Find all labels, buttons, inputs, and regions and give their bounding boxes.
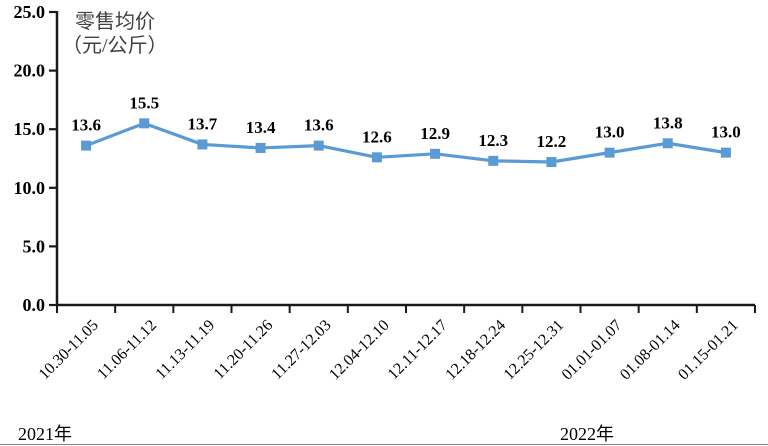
series-line [85, 121, 727, 164]
series-marker [313, 140, 324, 151]
x-tick-label: 12.11-12.17 [385, 317, 451, 383]
price-series [85, 121, 727, 164]
x-tick-label: 11.13-11.19 [152, 317, 218, 383]
x-axis-labels: 10.30-11.0511.06-11.1211.13-11.1911.20-1… [36, 317, 742, 384]
y-tick-label: 15.0 [14, 119, 46, 139]
data-labels: 13.6 15.5 13.7 13.4 13.6 12.6 12.9 12.3 12.2 13.0… [71, 93, 741, 151]
data-label: 13.7 [188, 114, 218, 133]
x-tick-label: 10.30-11.05 [36, 317, 102, 383]
data-label: 12.2 [537, 132, 567, 151]
x-tick-label: 01.08-01.14 [617, 317, 684, 384]
data-label: 13.0 [711, 123, 741, 142]
price-series-markers [81, 118, 731, 168]
series-marker [604, 147, 615, 158]
x-axis [56, 305, 756, 313]
chart-title-line1: 零售均价 [75, 10, 155, 33]
series-marker [255, 142, 266, 153]
data-label: 13.0 [595, 123, 625, 142]
data-label: 13.6 [304, 116, 334, 135]
data-label: 12.6 [362, 127, 392, 146]
series-marker [81, 140, 92, 151]
data-label: 13.4 [246, 118, 276, 137]
series-marker [662, 138, 673, 149]
series-marker [488, 155, 499, 166]
series-marker [720, 147, 731, 158]
y-tick-label: 0.0 [23, 295, 46, 315]
series-marker [139, 118, 150, 129]
y-tick-label: 5.0 [23, 236, 46, 256]
x-tick-label: 11.06-11.12 [94, 317, 160, 383]
data-label: 13.8 [653, 113, 683, 132]
x-tick-label: 12.18-12.24 [442, 317, 509, 384]
chart-title-line2: （元/公斤） [62, 34, 168, 57]
series-marker [197, 139, 208, 150]
x-tick-label: 11.20-11.26 [211, 317, 277, 383]
data-label: 12.3 [478, 131, 508, 150]
y-tick-label: 10.0 [14, 178, 46, 198]
x-tick-label: 12.25-12.31 [501, 317, 568, 384]
y-tick-label: 20.0 [14, 61, 46, 81]
data-label: 13.6 [71, 116, 101, 135]
y-axis: 0.0 5.0 10.0 15.0 20.0 25.0 [14, 2, 57, 315]
data-label: 15.5 [129, 93, 159, 112]
year-label-2022: 2022年 [560, 424, 614, 444]
x-tick-label: 01.15-01.21 [675, 317, 742, 384]
data-label: 12.9 [420, 124, 450, 143]
x-tick-label: 12.04-12.10 [326, 317, 393, 384]
series-marker [371, 152, 382, 163]
year-label-2021: 2021年 [18, 424, 72, 444]
series-marker [546, 157, 557, 168]
y-tick-label: 25.0 [14, 2, 46, 22]
series-marker [430, 148, 441, 159]
x-tick-label: 01.01-01.07 [559, 317, 626, 384]
x-tick-label: 11.27-12.03 [268, 317, 334, 383]
